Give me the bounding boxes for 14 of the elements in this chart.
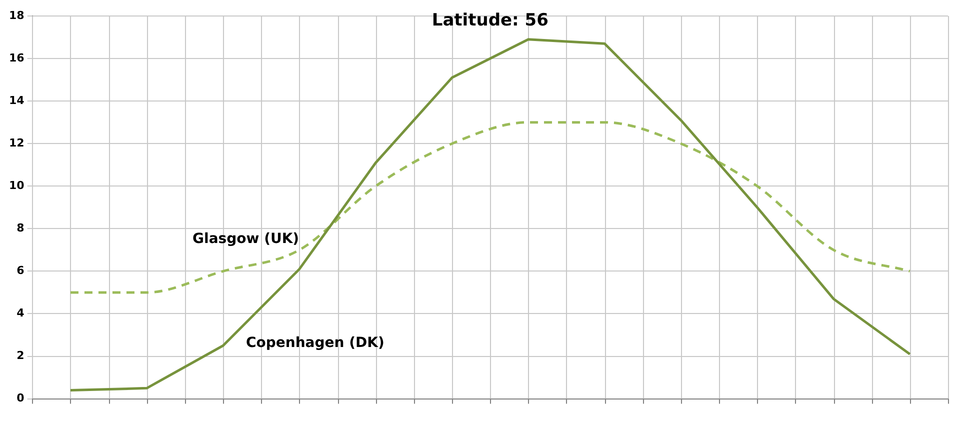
y-tick-label: 8 (16, 222, 24, 235)
line-series (69, 121, 912, 294)
chart-title: Latitude: 56 (432, 10, 548, 30)
y-tick-label: 10 (8, 178, 25, 192)
series-label: Glasgow (UK) (192, 230, 300, 247)
y-tick-label: 16 (8, 51, 25, 64)
y-tick-label: 2 (16, 349, 24, 362)
y-tick-label: 14 (8, 94, 25, 107)
y-tick-label: 4 (16, 306, 25, 320)
y-tick-label: 18 (8, 8, 24, 22)
y-tick-label: 0 (16, 392, 25, 405)
y-tick-label: 6 (16, 264, 25, 278)
series-label: Copenhagen (DK) (246, 335, 384, 352)
y-tick-label: 12 (8, 136, 24, 150)
